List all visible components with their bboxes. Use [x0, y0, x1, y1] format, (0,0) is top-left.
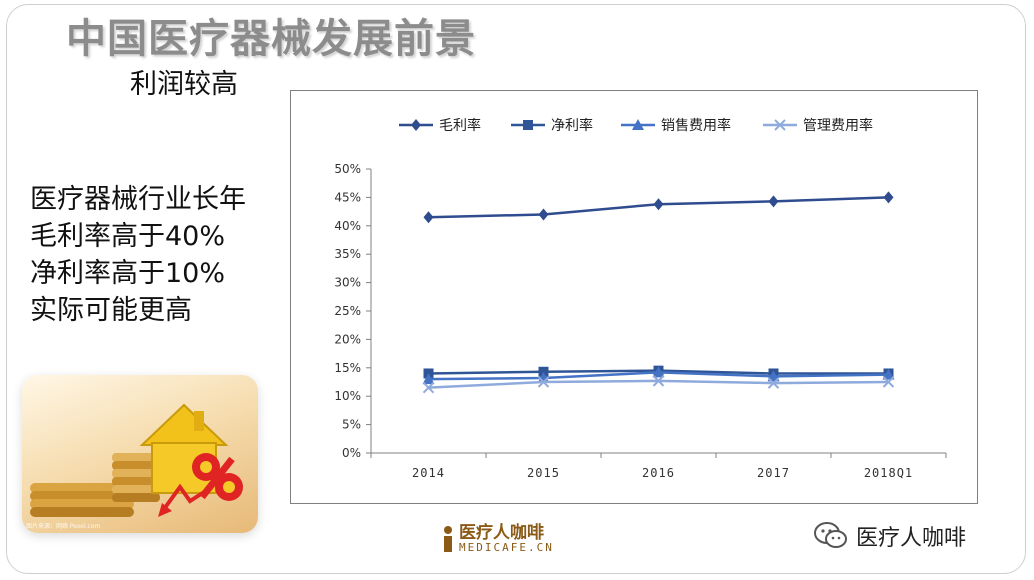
legend-label: 管理费用率 — [803, 117, 873, 134]
bullet-line: 毛利率高于40% — [30, 221, 226, 252]
marker-x — [537, 376, 550, 388]
house-icon — [139, 403, 229, 494]
slide-subtitle: 利润较高 — [130, 69, 238, 100]
marker-diamond — [411, 119, 421, 131]
marker-diamond — [768, 195, 779, 208]
x-tick-label: 2015 — [527, 466, 560, 480]
marker-square — [538, 366, 549, 377]
legend-label: 毛利率 — [439, 117, 481, 134]
bullet-line: 净利率高于10% — [30, 258, 226, 289]
marker-diamond — [883, 191, 894, 204]
wechat-label: 医疗人咖啡 — [856, 526, 967, 551]
marker-x — [882, 376, 895, 388]
logo-cn-text: 医疗人咖啡 — [459, 523, 544, 543]
marker-triangle — [882, 368, 895, 380]
x-tick-label: 2014 — [412, 466, 445, 480]
x-tick-label: 2016 — [642, 466, 675, 480]
y-tick-label: 0% — [342, 446, 361, 460]
marker-diamond — [423, 211, 434, 224]
wechat-account: 医疗人咖啡 — [814, 520, 966, 552]
bullet-line: 实际可能更高 — [30, 295, 192, 326]
y-tick-label: 5% — [342, 418, 361, 432]
x-tick-label: 2017 — [757, 466, 790, 480]
marker-diamond — [653, 198, 664, 211]
y-tick-label: 45% — [334, 190, 361, 204]
marker-x — [774, 119, 786, 131]
marker-x — [422, 381, 435, 394]
chart-canvas: 0% 5% 10% 15% 20% 25% 30% 35% 40% 45% 50% 2014 2015 2… — [334, 117, 947, 480]
down-arrow-icon — [158, 483, 214, 517]
bullet-line: 医疗器械行业长年 — [30, 184, 246, 215]
y-tick-label: 10% — [334, 389, 361, 403]
marker-x — [652, 375, 665, 387]
slide-title: 中国医疗器械发展前景 — [66, 16, 476, 62]
legend-label: 销售费用率 — [661, 117, 731, 134]
y-tick-label: 30% — [334, 276, 361, 290]
legend-label: 净利率 — [551, 117, 593, 134]
y-tick-label: 35% — [334, 247, 361, 261]
photo-caption: 图片来源：网络 Pexel.com — [26, 523, 101, 530]
marker-triangle — [632, 119, 644, 130]
marker-square — [523, 120, 533, 130]
y-tick-label: 20% — [334, 332, 361, 346]
y-tick-label: 40% — [334, 219, 361, 233]
y-tick-label: 15% — [334, 361, 361, 375]
y-tick-label: 50% — [334, 162, 361, 176]
coins-house-photo: 图片来源：网络 Pexel.com — [22, 375, 258, 533]
coins-stack — [30, 453, 160, 517]
marker-triangle — [652, 366, 665, 378]
y-tick-label: 25% — [334, 304, 361, 318]
marker-x — [767, 377, 780, 389]
coins-house-illustration — [30, 403, 243, 517]
x-tick-label: 2018Q1 — [864, 466, 913, 480]
bullet-text: 医疗器械行业长年 毛利率高于40% 净利率高于10% 实际可能更高 — [30, 181, 246, 329]
logo-en-text: MEDICAFE.CN — [459, 541, 554, 554]
cup-icon — [440, 525, 456, 553]
medicafe-logo: 医疗人咖啡 MEDICAFE.CN — [440, 524, 554, 554]
line-chart: 0% 5% 10% 15% 20% 25% 30% 35% 40% 45% 50% 2014 2015 2… — [290, 90, 978, 504]
marker-triangle — [422, 373, 435, 385]
marker-diamond — [538, 208, 549, 221]
percent-icon — [192, 453, 243, 501]
marker-triangle — [767, 370, 780, 382]
wechat-icon — [814, 522, 847, 548]
